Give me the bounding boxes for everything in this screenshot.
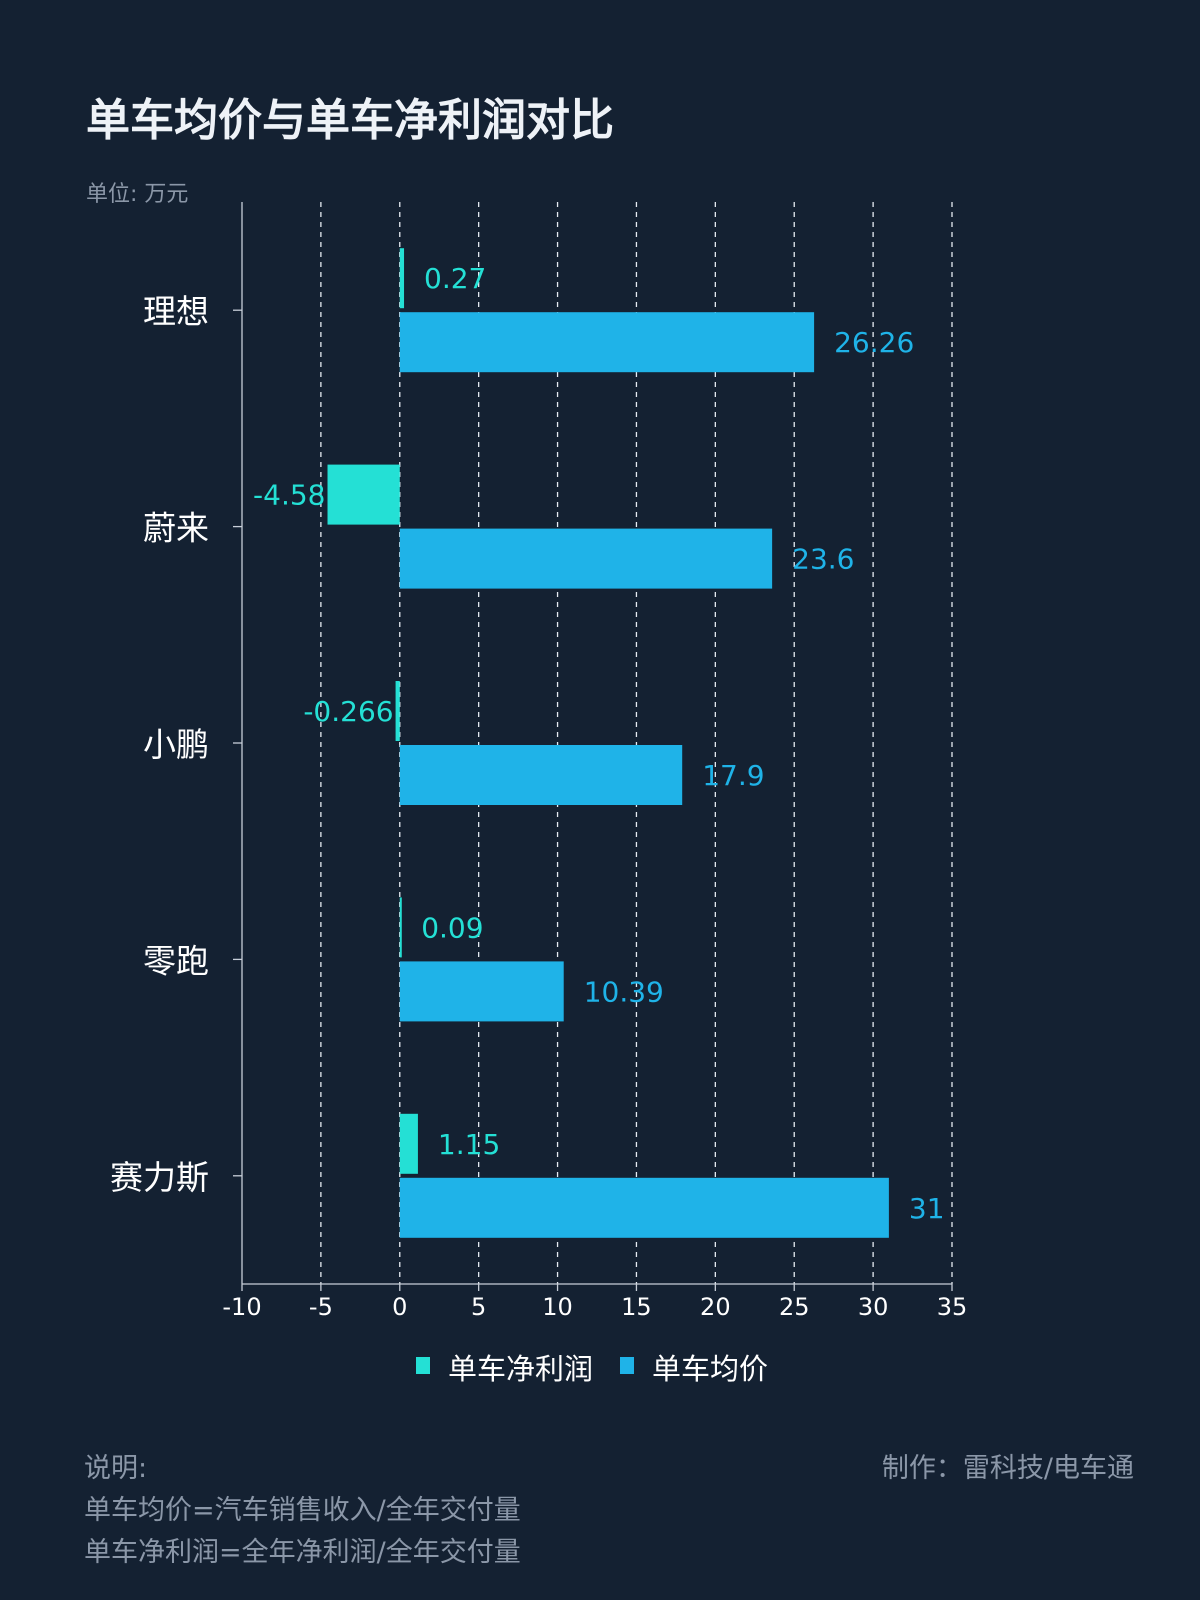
bar-avg-price xyxy=(399,1177,889,1238)
x-tick-label: 15 xyxy=(621,1293,652,1321)
note-line: 单车均价=汽车销售收入/全年交付量 xyxy=(84,1495,521,1526)
category-label: 蔚来 xyxy=(143,509,209,548)
x-tick-label: -5 xyxy=(309,1293,333,1321)
x-tick-label: 10 xyxy=(542,1293,573,1321)
bar-net-profit xyxy=(399,897,402,958)
data-label: 10.39 xyxy=(584,975,664,1008)
x-tick-label: 20 xyxy=(700,1293,731,1321)
bar-avg-price xyxy=(399,961,564,1022)
bar-avg-price xyxy=(399,312,815,373)
data-label: 23.6 xyxy=(792,543,854,576)
x-tick-label: 35 xyxy=(937,1293,968,1321)
x-tick-label: 25 xyxy=(779,1293,810,1321)
bar-net-profit xyxy=(327,464,400,525)
bar-avg-price xyxy=(399,528,773,589)
credit: 制作：雷科技/电车通 xyxy=(881,1453,1134,1484)
notes: 说明: 单车均价=汽车销售收入/全年交付量 单车净利润=全年净利润/全年交付量 xyxy=(84,1448,521,1574)
x-tick-label: 5 xyxy=(471,1293,486,1321)
category-label: 赛力斯 xyxy=(110,1158,209,1197)
x-tick-label: 0 xyxy=(392,1293,407,1321)
data-label: -4.58 xyxy=(253,479,325,512)
data-label: 0.09 xyxy=(421,911,483,944)
data-label: 1.15 xyxy=(438,1128,500,1161)
data-label: 26.26 xyxy=(834,326,914,359)
bar-avg-price xyxy=(399,745,683,805)
category-label: 理想 xyxy=(143,292,209,331)
bar-net-profit xyxy=(395,681,400,741)
chart-title: 单车均价与单车净利润对比 xyxy=(86,95,614,146)
data-label: 0.27 xyxy=(424,262,486,295)
legend-swatch xyxy=(416,1357,430,1374)
x-tick-label: -10 xyxy=(222,1293,261,1321)
notes-heading: 说明: xyxy=(84,1453,148,1484)
bar-net-profit xyxy=(399,1113,418,1174)
category-label: 小鹏 xyxy=(143,725,209,764)
data-label: -0.266 xyxy=(303,695,393,728)
note-line: 单车净利润=全年净利润/全年交付量 xyxy=(84,1537,521,1568)
data-label: 17.9 xyxy=(702,759,764,792)
data-label: 31 xyxy=(909,1192,945,1225)
legend-label: 单车净利润 xyxy=(448,1352,593,1386)
category-label: 零跑 xyxy=(143,941,209,980)
x-tick-label: 30 xyxy=(858,1293,889,1321)
legend-label: 单车均价 xyxy=(652,1352,768,1386)
unit-label: 单位: 万元 xyxy=(86,182,189,207)
legend-swatch xyxy=(620,1357,634,1374)
bar-net-profit xyxy=(399,248,405,309)
